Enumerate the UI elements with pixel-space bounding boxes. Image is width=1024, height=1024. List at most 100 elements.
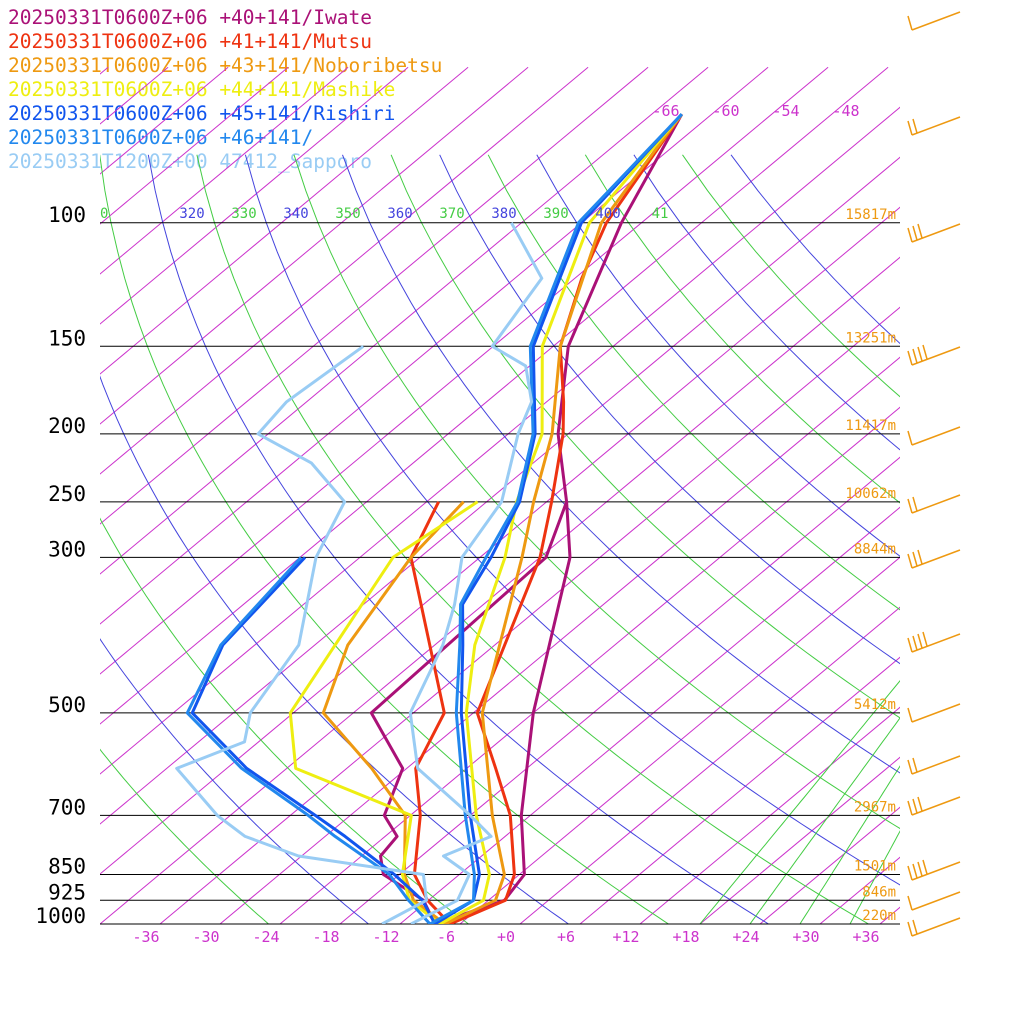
isotherm-guide bbox=[879, 906, 900, 924]
theta-curve bbox=[244, 154, 900, 886]
pressure-label: 1000 bbox=[35, 904, 86, 928]
pressure-label: 100 bbox=[48, 203, 86, 227]
theta-label: 350 bbox=[335, 206, 360, 222]
isotherm-guide bbox=[219, 356, 900, 924]
wind-barb bbox=[907, 755, 961, 775]
legend-entry-46-141: 20250331T0600Z+06 +46+141/ bbox=[8, 126, 314, 149]
wind-barbs bbox=[907, 11, 961, 937]
x-tick-label: +6 bbox=[557, 928, 575, 946]
isotherm-guide bbox=[279, 406, 900, 924]
isotherm-guide bbox=[100, 106, 900, 775]
theta-curve bbox=[633, 154, 900, 451]
theta-label: 0 bbox=[100, 206, 108, 222]
isotherm-guide bbox=[100, 66, 349, 275]
x-tick-label: +12 bbox=[612, 928, 639, 946]
theta-curve bbox=[293, 154, 900, 830]
x-tick-label: -30 bbox=[192, 928, 219, 946]
height-label: 846m bbox=[862, 884, 896, 900]
isotherm-guide bbox=[459, 556, 900, 924]
wind-barb bbox=[907, 631, 961, 653]
theta-label: 370 bbox=[439, 206, 464, 222]
legend-entry-mashike: 20250331T0600Z+06 +44+141/Mashike bbox=[8, 78, 396, 101]
isotherm-guide bbox=[100, 256, 900, 924]
profile-temp-line bbox=[429, 113, 683, 924]
height-label: 13251m bbox=[845, 330, 896, 346]
theta-curve bbox=[196, 154, 869, 924]
isotherm-guide bbox=[100, 66, 529, 425]
x-tick-label: +18 bbox=[672, 928, 699, 946]
height-label: 220m bbox=[862, 908, 896, 924]
axis-labels: 100 15817m 150 13251m 200 11417m 250 10062m 300 8… bbox=[35, 102, 896, 946]
isotherm-guide bbox=[1000, 67, 1024, 924]
isotherm-guide bbox=[940, 67, 1024, 924]
profile-temp-line bbox=[408, 222, 544, 924]
profile-dew-line bbox=[190, 556, 437, 924]
legend-entry-rishiri: 20250331T0600Z+06 +45+141/Rishiri bbox=[8, 102, 396, 125]
x-tick-label: +0 bbox=[497, 928, 515, 946]
pressure-label: 250 bbox=[48, 482, 86, 506]
isotherm-guide bbox=[100, 66, 289, 225]
theta-label: 340 bbox=[283, 206, 308, 222]
x-tick-label: +36 bbox=[852, 928, 879, 946]
isotherm-guide bbox=[519, 606, 900, 924]
isotherm-curve bbox=[799, 765, 900, 924]
x-tick-label: -6 bbox=[437, 928, 455, 946]
isotherm-guide bbox=[100, 66, 769, 625]
theta-curve bbox=[100, 154, 669, 924]
height-label: 8844m bbox=[854, 541, 896, 557]
profile-temp-line bbox=[439, 113, 683, 924]
theta-label: 390 bbox=[543, 206, 568, 222]
isotherm-guide bbox=[100, 66, 889, 725]
isotherm-guide bbox=[100, 156, 900, 825]
adiabat-label: -60 bbox=[712, 102, 739, 120]
theta-curve bbox=[342, 154, 900, 774]
dry-adiabats bbox=[100, 66, 1024, 924]
profile-dew-line bbox=[175, 345, 428, 924]
height-label: 15817m bbox=[845, 207, 896, 223]
isotherm-guide bbox=[579, 656, 900, 924]
x-tick-label: -12 bbox=[372, 928, 399, 946]
wind-barb bbox=[907, 859, 961, 881]
isotherm-guide bbox=[159, 306, 900, 924]
wind-barb bbox=[907, 703, 961, 723]
legend-entry-mutsu: 20250331T0600Z+06 +41+141/Mutsu bbox=[8, 30, 372, 53]
profile-dew-line bbox=[321, 500, 465, 924]
isotherm-guide bbox=[639, 706, 900, 924]
profile-dew-line bbox=[288, 500, 479, 924]
isotherm-guide bbox=[100, 66, 469, 375]
sounding-profiles bbox=[175, 113, 684, 924]
theta-label: 41 bbox=[652, 206, 669, 222]
pressure-label: 700 bbox=[48, 795, 86, 819]
wind-barb bbox=[907, 917, 961, 937]
legend-entry-iwate: 20250331T0600Z+06 +40+141/Iwate bbox=[8, 6, 372, 29]
wind-barb bbox=[907, 426, 961, 446]
pressure-label: 925 bbox=[48, 880, 86, 904]
isotherm-guide bbox=[399, 506, 900, 924]
x-tick-label: -24 bbox=[252, 928, 279, 946]
height-label: 2967m bbox=[854, 799, 896, 815]
height-label: 11417m bbox=[845, 418, 896, 434]
pressure-label: 300 bbox=[48, 537, 86, 561]
theta-curve bbox=[147, 154, 769, 924]
isotherm-curve bbox=[849, 830, 900, 924]
profile-dew-line bbox=[185, 556, 432, 924]
wind-barb bbox=[907, 494, 961, 514]
theta-curve bbox=[439, 154, 900, 665]
theta-label: 320 bbox=[179, 206, 204, 222]
pressure-label: 150 bbox=[48, 326, 86, 350]
wind-barb bbox=[907, 11, 961, 31]
isotherm-curve bbox=[749, 717, 900, 924]
pressure-label: 850 bbox=[48, 855, 86, 879]
x-tick-label: -18 bbox=[312, 928, 339, 946]
isotherm-guide bbox=[100, 66, 589, 475]
profile-temp-line bbox=[434, 113, 683, 924]
wind-barb bbox=[907, 796, 961, 816]
theta-label: 400 bbox=[595, 206, 620, 222]
x-tick-label: +24 bbox=[732, 928, 759, 946]
profile-temp-line bbox=[444, 113, 684, 924]
height-label: 1501m bbox=[854, 859, 896, 875]
theta-curve bbox=[100, 375, 569, 924]
theta-label: 380 bbox=[491, 206, 516, 222]
